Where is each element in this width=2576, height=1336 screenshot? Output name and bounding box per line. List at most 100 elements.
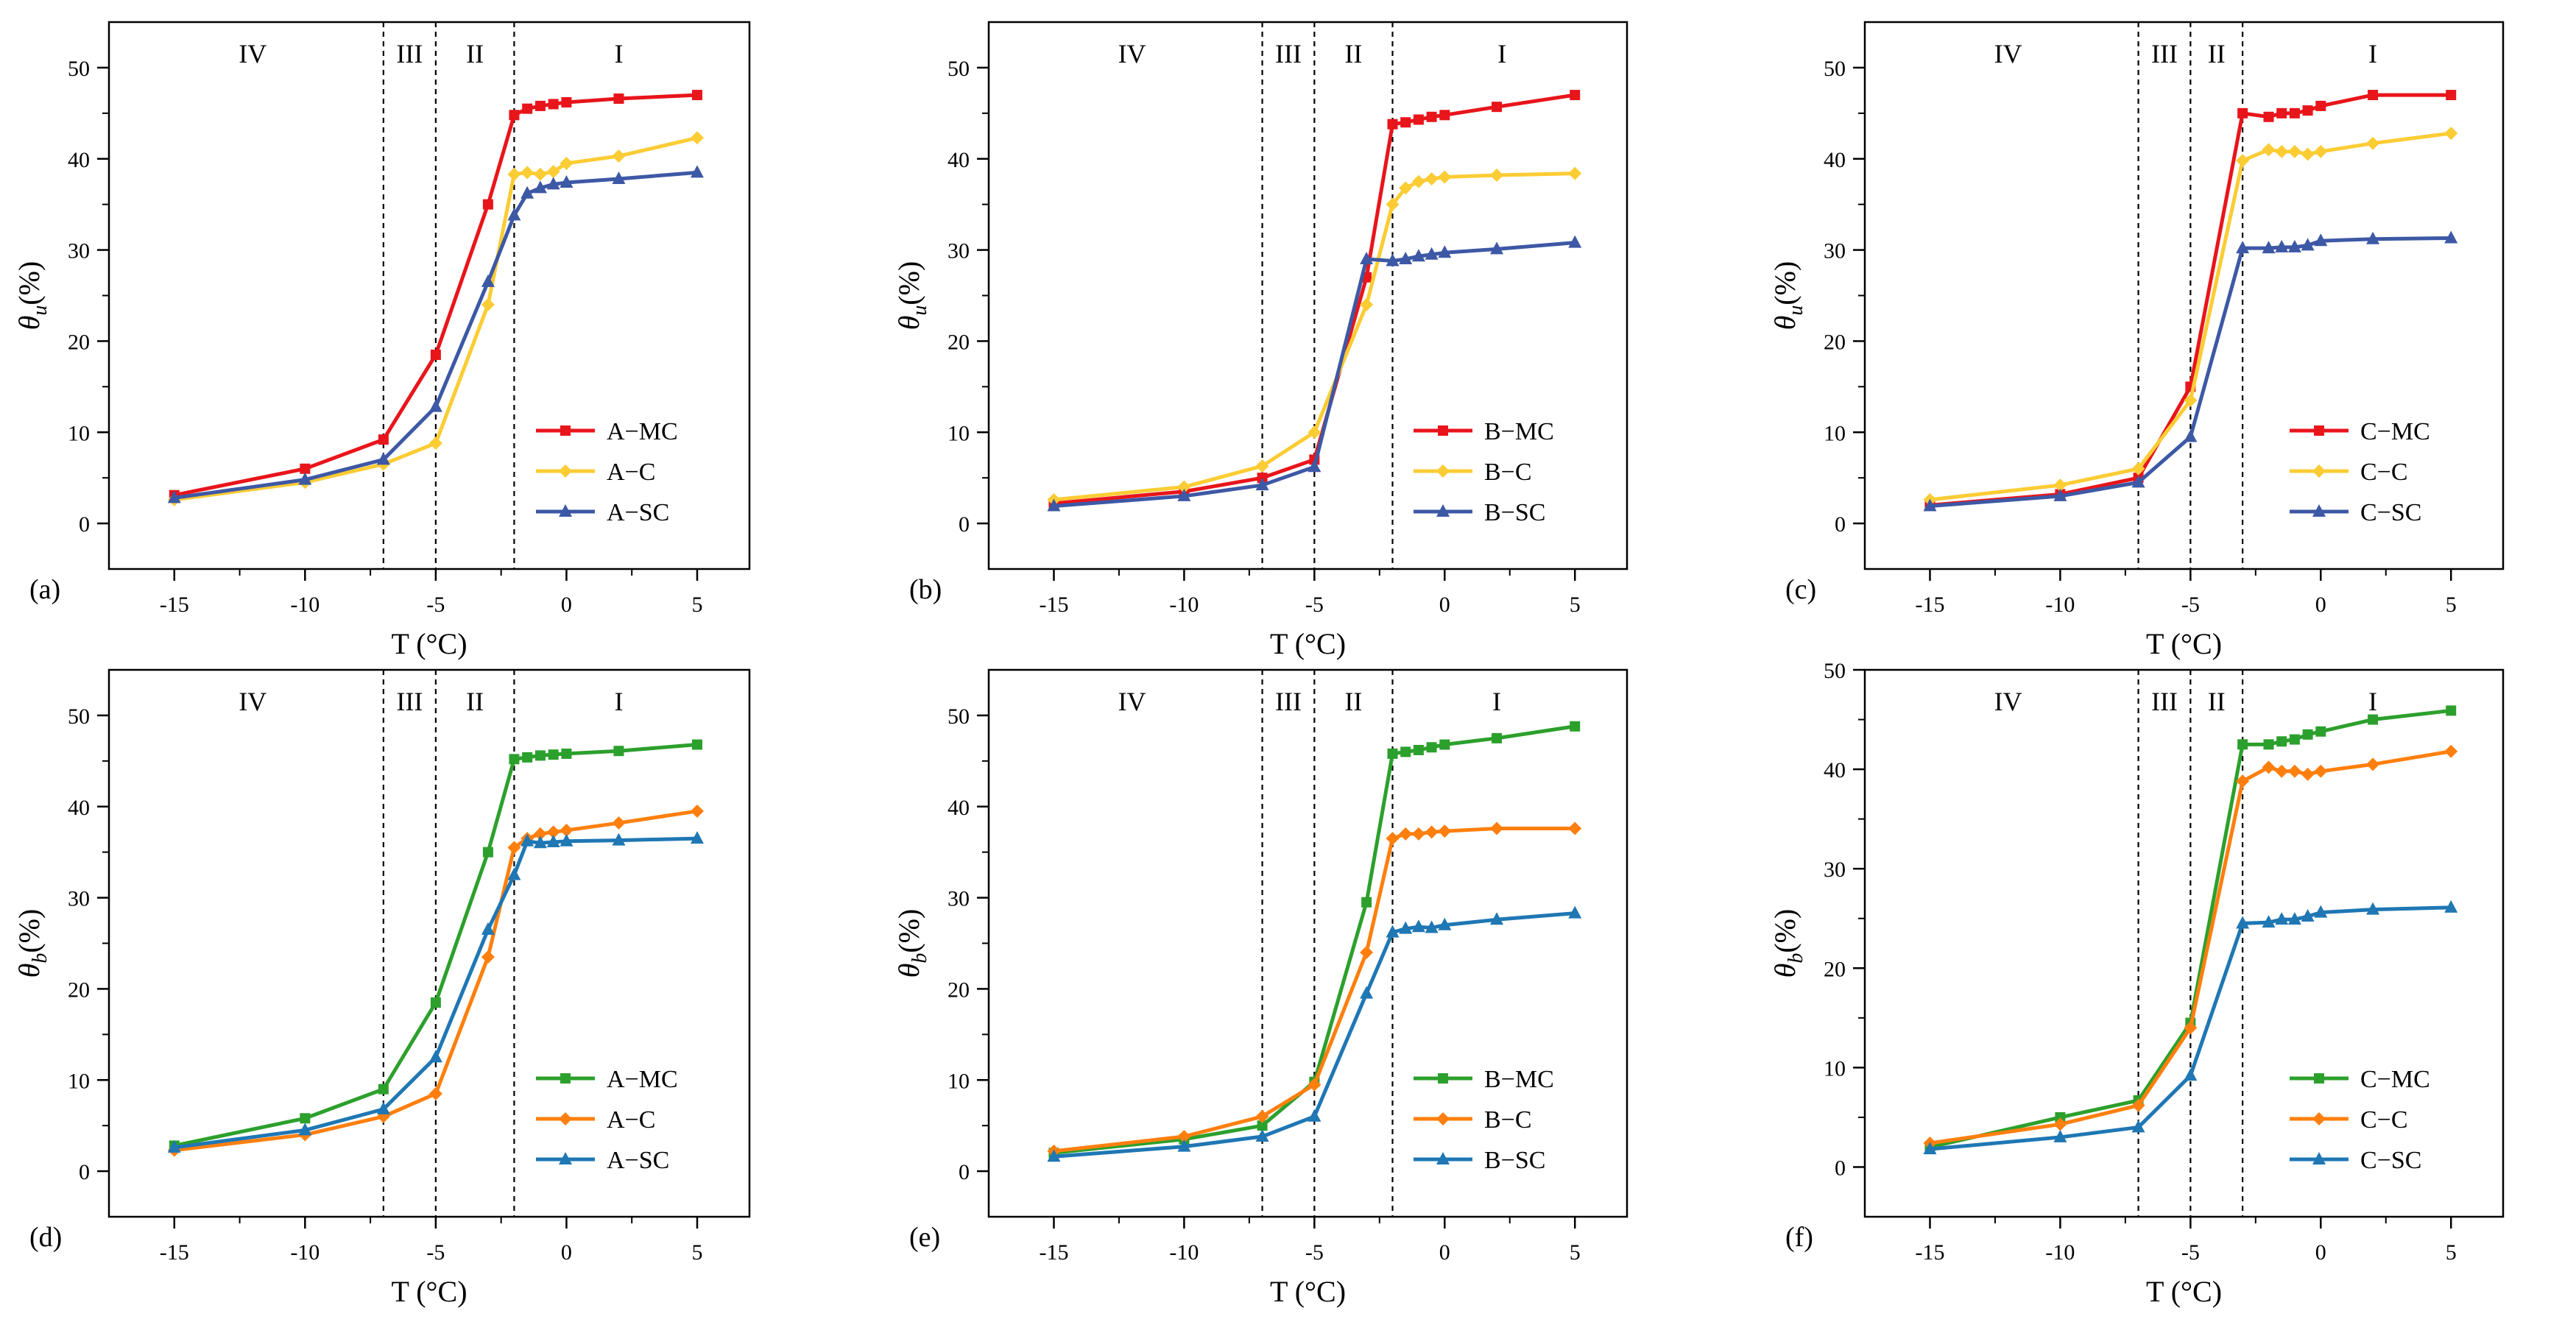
panel-label: (b): [909, 574, 942, 605]
data-point: [2444, 230, 2458, 244]
series-line: [174, 135, 698, 502]
y-tick-label: 40: [1824, 148, 1846, 172]
region-label: III: [1275, 687, 1302, 716]
data-point: [2446, 90, 2457, 101]
data-point: [376, 452, 390, 465]
data-point: [548, 749, 559, 760]
series-B−MC: [1048, 721, 1581, 1159]
region-label: IV: [1118, 39, 1146, 68]
legend-entry: A−C: [607, 459, 655, 486]
data-point: [2237, 107, 2248, 119]
legend-marker: [1436, 1112, 1450, 1125]
data-point: [1492, 732, 1503, 743]
region-label: I: [614, 39, 623, 68]
data-point: [2444, 899, 2458, 913]
series-C−SC: [1923, 899, 2458, 1155]
region-label: II: [1344, 687, 1362, 716]
x-tick-label: 0: [1439, 593, 1450, 617]
data-point: [2131, 1098, 2145, 1112]
data-point: [2314, 905, 2328, 918]
series-line: [174, 809, 698, 1153]
data-point: [481, 297, 495, 311]
data-point: [1386, 197, 1400, 211]
data-point: [1177, 1130, 1191, 1144]
x-axis-label: T (°C): [2146, 627, 2222, 660]
y-tick-label: 50: [68, 57, 90, 81]
data-point: [2131, 462, 2145, 476]
data-point: [522, 103, 533, 114]
y-tick-label: 10: [948, 421, 970, 445]
data-point: [560, 174, 574, 188]
series-line: [1930, 131, 2452, 502]
data-point: [1490, 169, 1504, 183]
data-point: [1413, 114, 1424, 125]
region-label: I: [1497, 39, 1506, 68]
x-tick-label: 0: [561, 593, 572, 617]
data-point: [509, 754, 520, 765]
plot-frame: [107, 668, 751, 1218]
y-tick-label: 20: [1824, 957, 1846, 981]
series-line: [1929, 708, 2452, 1149]
x-tick-label: -10: [290, 1240, 320, 1265]
series-line: [174, 743, 698, 1148]
data-point: [561, 748, 572, 759]
legend-entry: A−SC: [607, 1147, 669, 1174]
y-tick-label: 0: [959, 512, 970, 537]
data-point: [482, 199, 493, 210]
series-line: [174, 170, 698, 500]
y-tick-label: 50: [1824, 659, 1846, 683]
y-axis-subscript: b: [1785, 953, 1807, 964]
y-tick-label: 40: [68, 796, 90, 820]
data-point: [2366, 231, 2380, 244]
legend-entry: C−C: [2360, 459, 2408, 486]
data-point: [300, 463, 311, 474]
data-point: [521, 185, 534, 199]
x-tick-label: -15: [1915, 1240, 1944, 1265]
x-tick-label: 0: [2315, 593, 2326, 617]
series-line: [1054, 172, 1575, 502]
y-tick-label: 40: [1824, 758, 1846, 782]
y-tick-label: 50: [1824, 57, 1846, 81]
x-tick-label: -10: [1169, 1240, 1199, 1265]
series-line: [1054, 93, 1575, 506]
legend-marker: [2312, 1152, 2326, 1164]
y-axis-unit: (%): [13, 261, 46, 305]
data-point: [1308, 1109, 1321, 1122]
data-point: [1490, 821, 1504, 835]
x-axis-label: T (°C): [391, 627, 467, 660]
x-tick-label: -15: [1915, 593, 1944, 617]
y-axis-subscript: u: [908, 305, 931, 316]
plot-frame: [107, 21, 751, 570]
data-point: [533, 180, 547, 194]
data-point: [1425, 172, 1439, 185]
data-point: [1411, 919, 1425, 933]
data-point: [1570, 721, 1581, 732]
plot-frame: [987, 21, 1628, 570]
x-tick-label: 5: [1570, 593, 1581, 617]
legend-entry: B−SC: [1484, 499, 1545, 526]
x-tick-label: 0: [1439, 1240, 1450, 1265]
y-tick-label: 0: [79, 512, 90, 537]
data-point: [546, 825, 560, 839]
data-point: [1308, 425, 1321, 439]
data-point: [1438, 245, 1452, 258]
panel-label: (c): [1785, 574, 1816, 605]
x-tick-label: 5: [691, 1240, 702, 1265]
data-point: [2055, 1111, 2066, 1123]
y-axis-unit: (%): [892, 909, 925, 953]
data-point: [507, 167, 521, 181]
series-B−C: [1047, 166, 1582, 506]
y-tick-label: 40: [68, 148, 90, 172]
y-axis-symbol: θ: [892, 316, 925, 331]
y-axis-symbol: θ: [13, 964, 46, 978]
data-point: [2444, 127, 2458, 141]
data-point: [1425, 247, 1439, 260]
data-point: [2366, 136, 2380, 150]
data-point: [507, 208, 521, 221]
data-point: [1399, 827, 1413, 841]
data-point: [2262, 143, 2276, 157]
data-point: [546, 177, 560, 190]
legend-marker: [2314, 1073, 2324, 1084]
region-label: IV: [1994, 687, 2022, 716]
x-tick-label: -5: [1305, 1240, 1324, 1265]
